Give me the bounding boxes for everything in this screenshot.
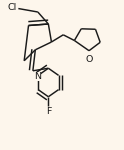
Text: Cl: Cl (8, 3, 17, 12)
Text: O: O (86, 55, 93, 64)
Text: F: F (46, 107, 51, 116)
Text: N: N (34, 72, 41, 81)
